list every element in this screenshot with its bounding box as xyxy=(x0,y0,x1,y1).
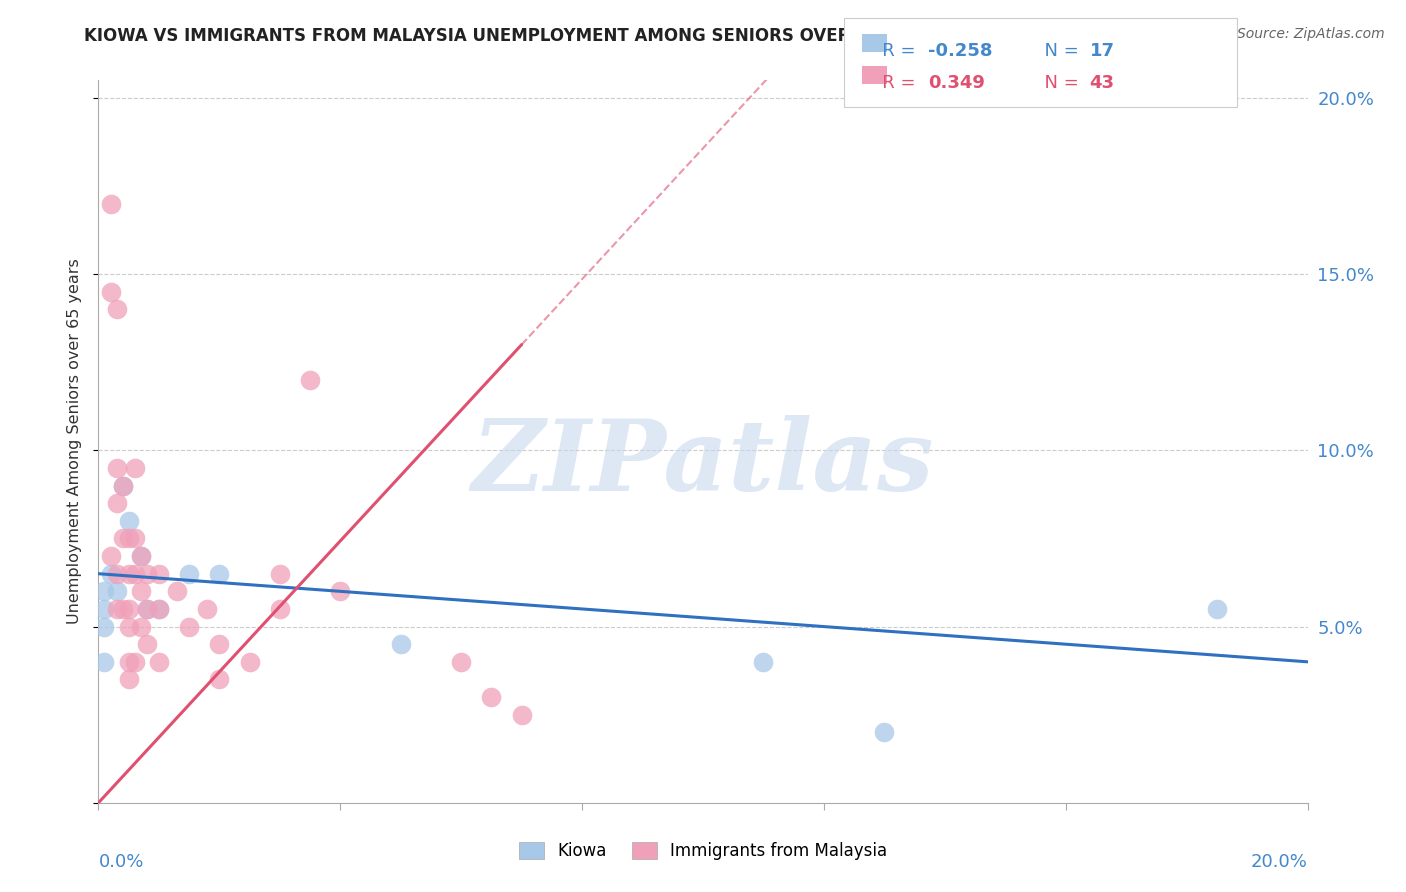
Point xyxy=(129,549,152,563)
Point xyxy=(179,566,201,581)
Point xyxy=(105,496,128,510)
Point xyxy=(135,602,157,616)
Point xyxy=(105,602,128,616)
Point xyxy=(124,461,146,475)
Point xyxy=(129,584,152,599)
Point xyxy=(135,566,157,581)
Point xyxy=(118,514,141,528)
Point xyxy=(93,602,115,616)
Point xyxy=(873,725,896,739)
Point xyxy=(93,655,115,669)
Point xyxy=(195,602,218,616)
Point xyxy=(118,655,141,669)
Point xyxy=(1206,602,1229,616)
Point xyxy=(389,637,412,651)
Point xyxy=(100,566,122,581)
Text: 17: 17 xyxy=(1090,42,1115,60)
Point xyxy=(148,602,170,616)
Point xyxy=(124,532,146,546)
Point xyxy=(124,655,146,669)
Point xyxy=(118,532,141,546)
Point xyxy=(269,566,291,581)
Point xyxy=(510,707,533,722)
Point xyxy=(105,461,128,475)
Point xyxy=(148,655,170,669)
Point xyxy=(208,566,231,581)
Text: 0.0%: 0.0% xyxy=(98,854,143,871)
Text: -0.258: -0.258 xyxy=(928,42,993,60)
Text: Source: ZipAtlas.com: Source: ZipAtlas.com xyxy=(1237,27,1385,41)
Point xyxy=(179,619,201,633)
Point xyxy=(148,566,170,581)
Point xyxy=(135,637,157,651)
Point xyxy=(118,673,141,687)
Y-axis label: Unemployment Among Seniors over 65 years: Unemployment Among Seniors over 65 years xyxy=(66,259,82,624)
Point xyxy=(93,619,115,633)
Point xyxy=(100,549,122,563)
Point xyxy=(299,373,322,387)
Text: KIOWA VS IMMIGRANTS FROM MALAYSIA UNEMPLOYMENT AMONG SENIORS OVER 65 YEARS CORRE: KIOWA VS IMMIGRANTS FROM MALAYSIA UNEMPL… xyxy=(84,27,1152,45)
Point xyxy=(105,302,128,317)
Point xyxy=(166,584,188,599)
Point xyxy=(269,602,291,616)
Point xyxy=(329,584,352,599)
Text: N =: N = xyxy=(1033,42,1085,60)
Point xyxy=(93,584,115,599)
Text: 0.349: 0.349 xyxy=(928,74,984,92)
Point xyxy=(239,655,262,669)
Text: N =: N = xyxy=(1033,74,1085,92)
Point xyxy=(100,285,122,299)
Point xyxy=(105,584,128,599)
Point xyxy=(124,566,146,581)
Point xyxy=(118,602,141,616)
Point xyxy=(129,619,152,633)
Legend: Kiowa, Immigrants from Malaysia: Kiowa, Immigrants from Malaysia xyxy=(512,835,894,867)
Point xyxy=(105,566,128,581)
Point xyxy=(129,549,152,563)
Point xyxy=(118,566,141,581)
Point xyxy=(450,655,472,669)
Point xyxy=(111,602,134,616)
Point xyxy=(752,655,775,669)
Point xyxy=(481,690,503,704)
Text: R =: R = xyxy=(865,74,921,92)
Point xyxy=(135,602,157,616)
Point xyxy=(111,478,134,492)
Point xyxy=(111,532,134,546)
Text: 43: 43 xyxy=(1090,74,1115,92)
Text: 20.0%: 20.0% xyxy=(1251,854,1308,871)
Text: ZIPatlas: ZIPatlas xyxy=(472,415,934,511)
Point xyxy=(208,673,231,687)
Point xyxy=(118,619,141,633)
Point xyxy=(100,196,122,211)
Point xyxy=(208,637,231,651)
Point xyxy=(148,602,170,616)
Text: R =: R = xyxy=(865,42,921,60)
Point xyxy=(111,478,134,492)
